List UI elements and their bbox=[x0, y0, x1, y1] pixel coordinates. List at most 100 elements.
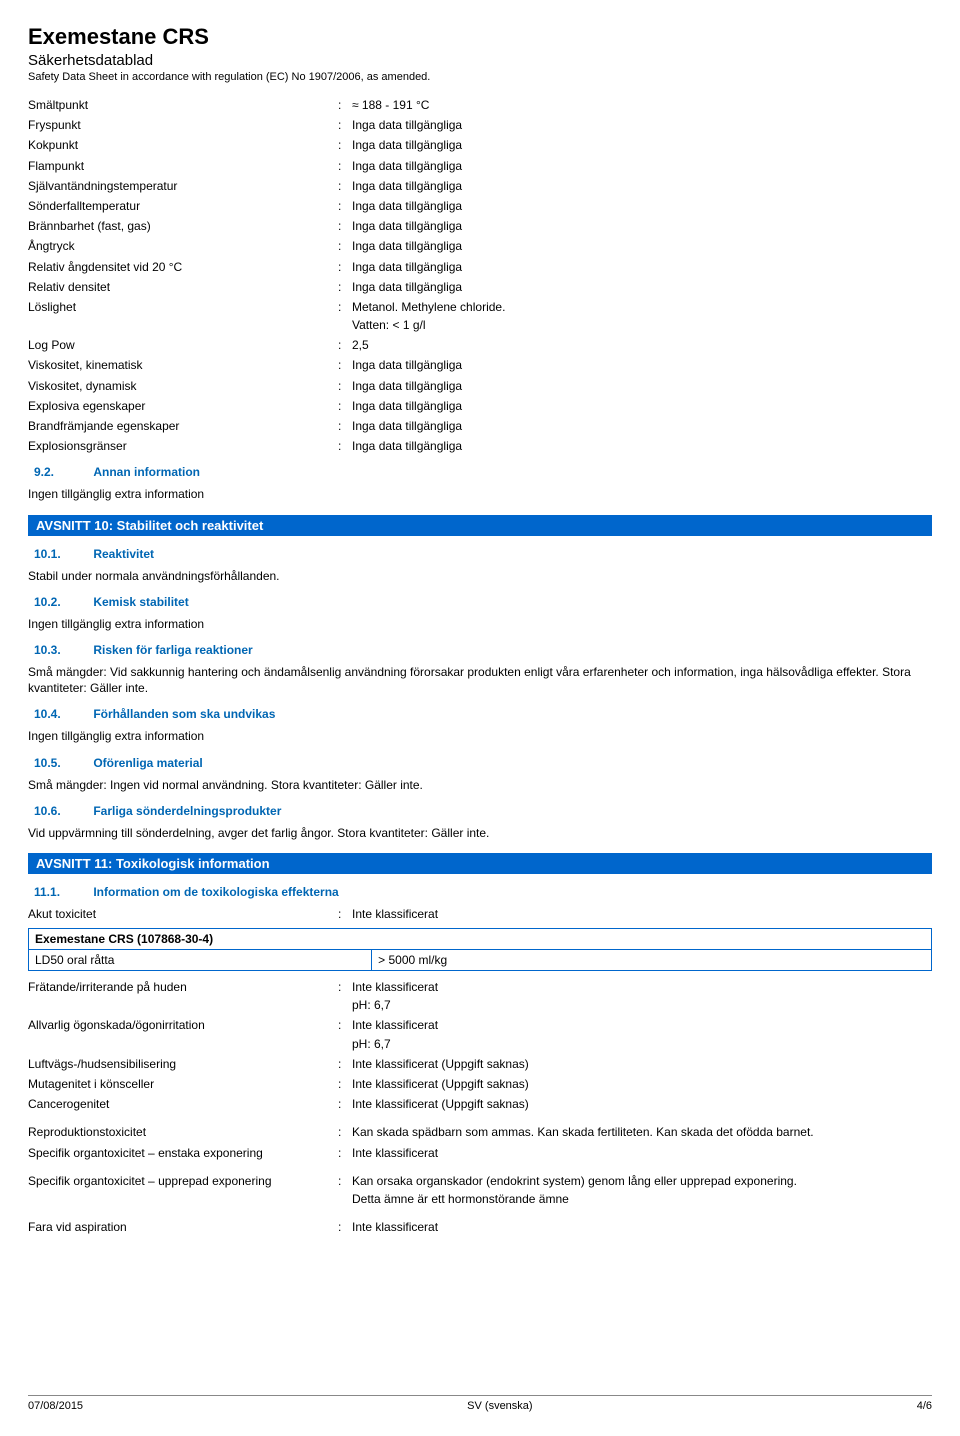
colon: : bbox=[338, 238, 352, 254]
section-10-4-body: Ingen tillgänglig extra information bbox=[28, 728, 932, 744]
property-row: Cancerogenitet:Inte klassificerat (Uppgi… bbox=[28, 1096, 932, 1112]
tox-rows2: Reproduktionstoxicitet:Kan skada spädbar… bbox=[28, 1124, 932, 1160]
property-row: Luftvägs-/hudsensibilisering:Inte klassi… bbox=[28, 1056, 932, 1072]
tox-rows3: Specifik organtoxicitet – upprepad expon… bbox=[28, 1173, 932, 1207]
property-value: Inte klassificerat (Uppgift saknas) bbox=[352, 1096, 932, 1112]
property-value: Inga data tillgängliga bbox=[352, 117, 932, 133]
colon: : bbox=[338, 299, 352, 315]
colon: : bbox=[338, 1096, 352, 1112]
section-10-5: 10.5. Oförenliga material bbox=[28, 753, 932, 773]
property-value: Inte klassificerat bbox=[352, 906, 932, 922]
section-num: 10.4. bbox=[34, 707, 90, 721]
property-value-continuation: pH: 6,7 bbox=[352, 1036, 932, 1052]
colon: : bbox=[338, 906, 352, 922]
property-label: Cancerogenitet bbox=[28, 1096, 338, 1112]
property-row: Log Pow:2,5 bbox=[28, 337, 932, 353]
property-value: Inga data tillgängliga bbox=[352, 137, 932, 153]
section-10-2-body: Ingen tillgänglig extra information bbox=[28, 616, 932, 632]
property-row: Explosionsgränser:Inga data tillgängliga bbox=[28, 438, 932, 454]
tox-table-r1c2: > 5000 ml/kg bbox=[372, 950, 932, 971]
tox-table-r1c1: LD50 oral råtta bbox=[29, 950, 372, 971]
section-10-6-body: Vid uppvärmning till sönderdelning, avge… bbox=[28, 825, 932, 841]
colon: : bbox=[338, 1124, 352, 1140]
property-value: Inga data tillgängliga bbox=[352, 357, 932, 373]
section-title: Risken för farliga reaktioner bbox=[93, 643, 252, 657]
property-label: Specifik organtoxicitet – upprepad expon… bbox=[28, 1173, 338, 1189]
colon: : bbox=[338, 1076, 352, 1092]
property-label: Löslighet bbox=[28, 299, 338, 315]
tox-rows: Frätande/irriterande på huden:Inte klass… bbox=[28, 979, 932, 1112]
property-row: Fryspunkt:Inga data tillgängliga bbox=[28, 117, 932, 133]
property-label: Mutagenitet i könsceller bbox=[28, 1076, 338, 1092]
section-10-1: 10.1. Reaktivitet bbox=[28, 544, 932, 564]
property-row: Frätande/irriterande på huden:Inte klass… bbox=[28, 979, 932, 995]
property-label: Explosiva egenskaper bbox=[28, 398, 338, 414]
property-value: Inga data tillgängliga bbox=[352, 279, 932, 295]
doc-header: Exemestane CRS Säkerhetsdatablad Safety … bbox=[28, 24, 932, 83]
property-row: Relativ ångdensitet vid 20 °C:Inga data … bbox=[28, 259, 932, 275]
property-row: Specifik organtoxicitet – enstaka expone… bbox=[28, 1145, 932, 1161]
colon: : bbox=[338, 1145, 352, 1161]
property-value: Inga data tillgängliga bbox=[352, 378, 932, 394]
property-row: Explosiva egenskaper:Inga data tillgängl… bbox=[28, 398, 932, 414]
property-value: Inte klassificerat bbox=[352, 1219, 932, 1235]
colon: : bbox=[338, 178, 352, 194]
property-value: Inte klassificerat bbox=[352, 979, 932, 995]
property-value: Inga data tillgängliga bbox=[352, 398, 932, 414]
property-label: Fara vid aspiration bbox=[28, 1219, 338, 1235]
property-label: Sönderfalltemperatur bbox=[28, 198, 338, 214]
section-title: Oförenliga material bbox=[93, 756, 202, 770]
section-10-4: 10.4. Förhållanden som ska undvikas bbox=[28, 704, 932, 724]
section-10-5-body: Små mängder: Ingen vid normal användning… bbox=[28, 777, 932, 793]
section-title: Information om de toxikologiska effekter… bbox=[93, 885, 338, 899]
property-row: Mutagenitet i könsceller:Inte klassifice… bbox=[28, 1076, 932, 1092]
property-row: Löslighet:Metanol. Methylene chloride. bbox=[28, 299, 932, 315]
property-value: Inte klassificerat (Uppgift saknas) bbox=[352, 1056, 932, 1072]
footer-lang: SV (svenska) bbox=[467, 1400, 532, 1412]
section-num: 11.1. bbox=[34, 885, 90, 899]
property-value: Inga data tillgängliga bbox=[352, 158, 932, 174]
property-value: Kan orsaka organskador (endokrint system… bbox=[352, 1173, 932, 1189]
property-value: Inte klassificerat bbox=[352, 1145, 932, 1161]
property-value: Inga data tillgängliga bbox=[352, 178, 932, 194]
property-label: Fryspunkt bbox=[28, 117, 338, 133]
property-label: Flampunkt bbox=[28, 158, 338, 174]
property-value: Inga data tillgängliga bbox=[352, 218, 932, 234]
colon: : bbox=[338, 158, 352, 174]
property-label: Viskositet, dynamisk bbox=[28, 378, 338, 394]
property-row: Kokpunkt:Inga data tillgängliga bbox=[28, 137, 932, 153]
property-row: Flampunkt:Inga data tillgängliga bbox=[28, 158, 932, 174]
section-10-3-body: Små mängder: Vid sakkunnig hantering och… bbox=[28, 664, 932, 696]
tox-table: Exemestane CRS (107868-30-4) LD50 oral r… bbox=[28, 928, 932, 971]
section-num: 10.1. bbox=[34, 547, 90, 561]
colon: : bbox=[338, 438, 352, 454]
property-row: Viskositet, dynamisk:Inga data tillgängl… bbox=[28, 378, 932, 394]
colon: : bbox=[338, 337, 352, 353]
avsnitt-11-bar: AVSNITT 11: Toxikologisk information bbox=[28, 853, 932, 874]
property-label: Luftvägs-/hudsensibilisering bbox=[28, 1056, 338, 1072]
property-value: Inga data tillgängliga bbox=[352, 238, 932, 254]
colon: : bbox=[338, 979, 352, 995]
page-footer: 07/08/2015 SV (svenska) 4/6 bbox=[28, 1395, 932, 1412]
property-label: Akut toxicitet bbox=[28, 906, 338, 922]
section-9-2-body: Ingen tillgänglig extra information bbox=[28, 486, 932, 502]
colon: : bbox=[338, 1219, 352, 1235]
doc-title: Exemestane CRS bbox=[28, 24, 932, 50]
akut-toxicitet-row: Akut toxicitet : Inte klassificerat bbox=[28, 906, 932, 922]
property-row: Viskositet, kinematisk:Inga data tillgän… bbox=[28, 357, 932, 373]
colon: : bbox=[338, 279, 352, 295]
section-title: Annan information bbox=[93, 465, 200, 479]
property-row: Brännbarhet (fast, gas):Inga data tillgä… bbox=[28, 218, 932, 234]
section-10-2: 10.2. Kemisk stabilitet bbox=[28, 592, 932, 612]
property-value: Inga data tillgängliga bbox=[352, 438, 932, 454]
section-9-2: 9.2. Annan information bbox=[28, 462, 932, 482]
property-label: Relativ ångdensitet vid 20 °C bbox=[28, 259, 338, 275]
property-label: Självantändningstemperatur bbox=[28, 178, 338, 194]
property-value: Inga data tillgängliga bbox=[352, 198, 932, 214]
property-row: Allvarlig ögonskada/ögonirritation:Inte … bbox=[28, 1017, 932, 1033]
property-row: Reproduktionstoxicitet:Kan skada spädbar… bbox=[28, 1124, 932, 1140]
doc-subtitle: Säkerhetsdatablad bbox=[28, 52, 932, 69]
property-row: Ångtryck:Inga data tillgängliga bbox=[28, 238, 932, 254]
avsnitt-10-bar: AVSNITT 10: Stabilitet och reaktivitet bbox=[28, 515, 932, 536]
tox-rows4: Fara vid aspiration:Inte klassificerat bbox=[28, 1219, 932, 1235]
